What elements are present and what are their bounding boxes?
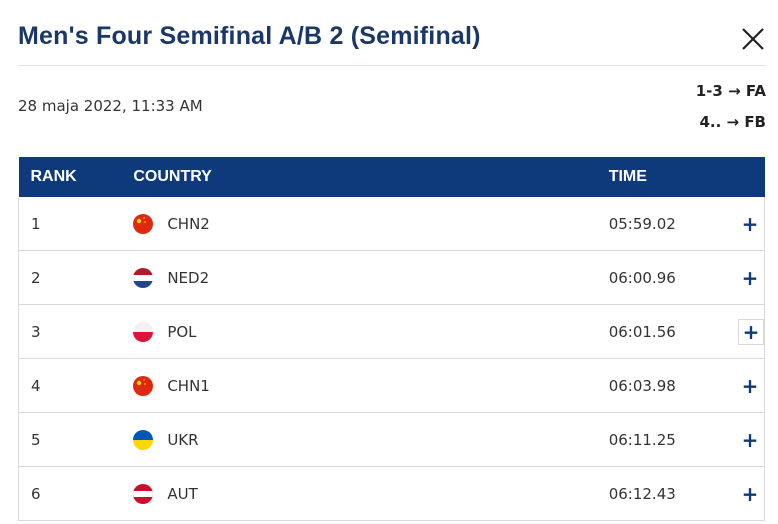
expand-button[interactable]: + (741, 211, 759, 236)
country: NED2 (167, 268, 210, 287)
country: CHN2 (167, 214, 210, 233)
divider (18, 65, 766, 66)
header-row: RANK COUNTRY TIME (18, 157, 765, 197)
country: UKR (167, 430, 199, 449)
expand-button[interactable]: + (741, 373, 759, 398)
rank: 1 (18, 197, 134, 251)
time: 06:11.25 (608, 412, 738, 467)
country: CHN1 (167, 376, 210, 395)
flag (133, 213, 154, 234)
expand-button[interactable]: + (738, 318, 764, 345)
dialog-title: Men's Four Semifinal A/B 2 (Semifinal) (18, 22, 481, 50)
race-date: 28 maja 2022, 11:33 AM (18, 97, 203, 115)
progression-rule: 4.. → FB (699, 113, 766, 131)
result-row: 5 UKR 06:11.25 + (18, 412, 765, 467)
flag (133, 267, 154, 288)
column-header: COUNTRY (133, 157, 609, 197)
expand-button[interactable]: + (741, 481, 759, 506)
rank: 3 (18, 304, 134, 359)
column-header: RANK (18, 157, 134, 197)
time: 06:12.43 (608, 466, 738, 521)
expand-button[interactable]: + (741, 265, 759, 290)
country: POL (167, 322, 197, 341)
flag (133, 321, 154, 342)
rank: 4 (18, 358, 134, 413)
time: 06:00.96 (608, 250, 738, 305)
time: 05:59.02 (608, 197, 738, 251)
rank: 5 (18, 412, 134, 467)
time: 06:03.98 (608, 358, 738, 413)
column-header: TIME (608, 157, 738, 197)
flag (133, 375, 154, 396)
result-row: 3 POL 06:01.56 + (18, 304, 765, 359)
flag (133, 483, 154, 504)
result-row: 4 CHN1 06:03.98 + (18, 358, 765, 413)
result-row: 2 NED2 06:00.96 + (18, 250, 765, 305)
results-table: RANK COUNTRY TIME 1 CHN2 05:59.02 + 2 NE… (18, 157, 765, 521)
rank: 2 (18, 250, 134, 305)
flag (133, 429, 154, 450)
progression-rule: 1-3 → FA (695, 82, 766, 100)
country: AUT (167, 484, 198, 503)
time: 06:01.56 (608, 304, 738, 359)
expand-button[interactable]: + (741, 427, 759, 452)
result-row: 6 AUT 06:12.43 + (18, 466, 765, 521)
close-button[interactable] (740, 26, 766, 52)
result-row: 1 CHN2 05:59.02 + (18, 197, 765, 251)
rank: 6 (18, 466, 134, 521)
